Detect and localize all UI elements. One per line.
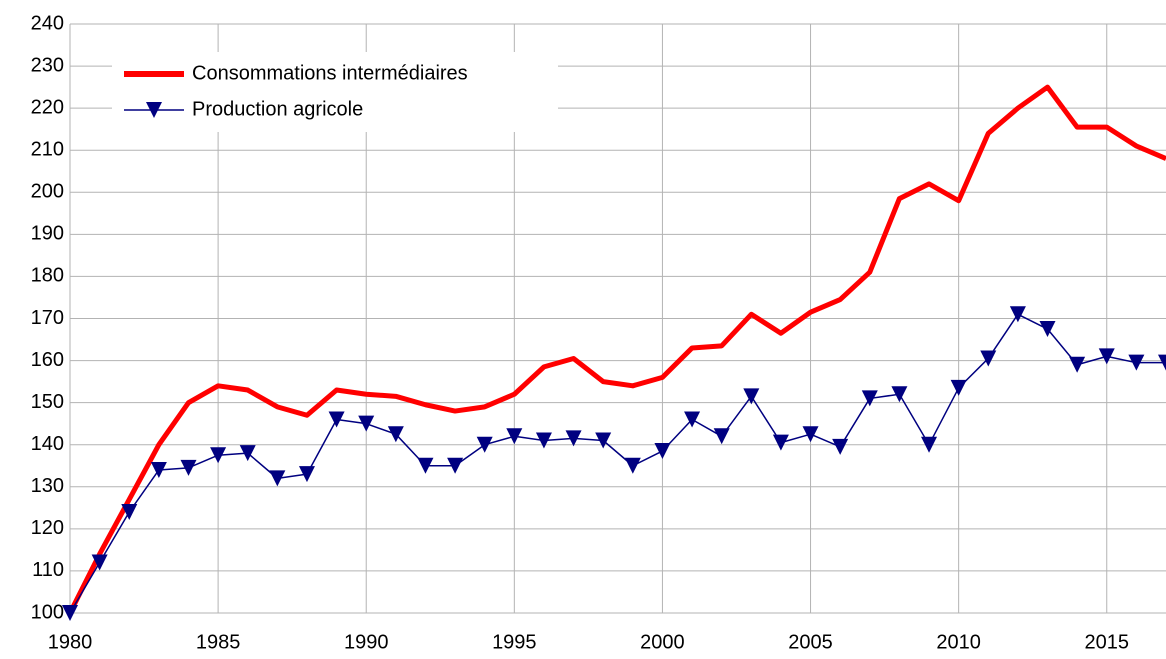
marker [298,466,315,483]
legend: Consommations intermédiaires Production a… [112,52,558,132]
series-line [67,84,1166,615]
x-tick-label: 1990 [344,631,389,653]
marker [624,457,641,474]
y-tick-label: 210 [31,138,64,160]
marker [743,388,760,405]
marker [921,436,938,453]
marker [950,379,967,396]
x-tick-label: 1985 [196,631,241,653]
x-tick-label: 2010 [936,631,981,653]
marker [1098,348,1115,365]
marker [772,434,789,451]
marker [535,432,552,449]
y-tick-label: 170 [31,307,64,329]
marker [210,447,227,464]
marker [91,554,108,571]
y-tick-label: 200 [31,181,64,203]
y-tick-label: 140 [31,433,64,455]
marker [654,443,671,460]
legend-label: Consommations intermédiaires [192,62,468,84]
marker [980,350,997,367]
marker [802,426,819,443]
marker [565,430,582,447]
marker [891,386,908,403]
y-tick-label: 120 [31,517,64,539]
marker [358,415,375,432]
x-tick-label: 2005 [788,631,833,653]
marker [239,445,256,462]
x-tick-label: 1980 [48,631,93,653]
y-tick-label: 130 [31,475,64,497]
y-tick-label: 190 [31,223,64,245]
marker [180,459,197,476]
legend-label: Production agricole [192,98,363,120]
y-tick-label: 150 [31,391,64,413]
y-tick-label: 230 [31,54,64,76]
marker [1158,354,1166,371]
y-tick-label: 110 [32,559,64,581]
marker [1039,321,1056,338]
x-tick-label: 2000 [640,631,685,653]
legend-box [112,52,558,132]
y-tick-label: 160 [31,349,64,371]
legend-marker [146,102,162,118]
x-tick-label: 2015 [1085,631,1130,653]
y-tick-label: 220 [31,96,64,118]
marker [150,461,167,478]
marker [387,426,404,443]
marker [684,411,701,428]
marker [506,428,523,445]
marker [1128,354,1145,371]
marker [447,457,464,474]
marker [1069,356,1086,373]
marker [713,428,730,445]
series-line [69,313,1166,614]
y-tick-label: 100 [31,601,64,623]
marker [861,390,878,407]
y-tick-label: 240 [31,12,64,34]
marker [595,432,612,449]
marker [832,438,849,455]
y-tick-label: 180 [31,265,64,287]
x-tick-label: 1995 [492,631,537,653]
marker [328,411,345,428]
marker [121,504,138,521]
marker [417,457,434,474]
marker [1009,306,1026,323]
marker [269,470,286,487]
marker [62,605,78,621]
marker [476,436,493,453]
